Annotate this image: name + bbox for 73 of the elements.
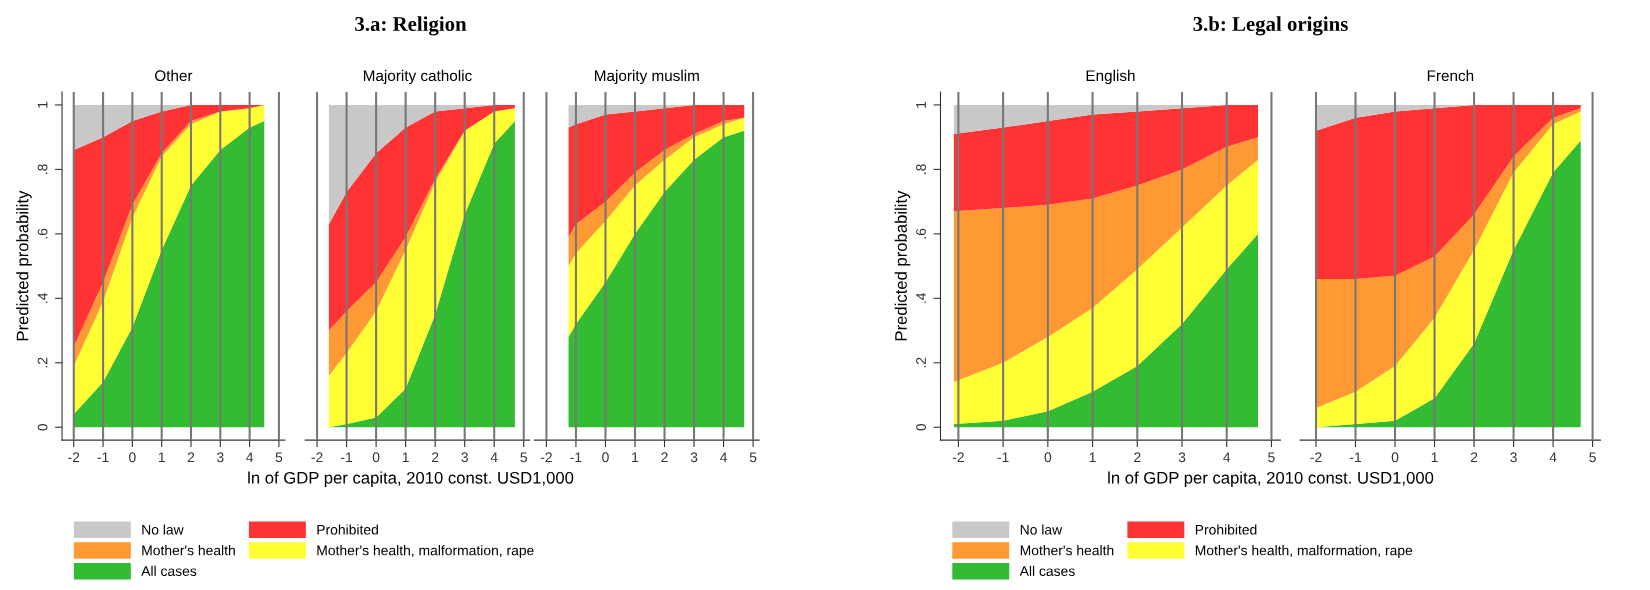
x-tick-label: -2	[952, 452, 964, 463]
legend-label: Mother's health, malformation, rape	[1195, 545, 1413, 559]
x-tick-label: 4	[1223, 452, 1231, 463]
x-tick-label: 5	[275, 452, 283, 463]
x-tick-label: -2	[68, 452, 80, 463]
chart-subtitle: Other	[155, 69, 193, 82]
x-tick-label: 5	[520, 452, 528, 463]
y-axis-title: Predicted probability	[894, 190, 911, 341]
y-tick-label: 0	[916, 423, 926, 431]
x-tick-label: -1	[341, 452, 353, 463]
x-tick-label: 0	[1044, 452, 1052, 463]
x-tick-label: -2	[311, 452, 323, 463]
legend-label: Prohibited	[1195, 524, 1257, 535]
x-tick-label: -1	[997, 452, 1009, 463]
x-tick-label: 3	[1178, 452, 1186, 463]
x-tick-label: -2	[540, 452, 552, 463]
x-tick-label: 2	[432, 452, 439, 463]
y-tick-label: 1	[37, 101, 48, 108]
x-tick-label: 1	[158, 452, 165, 463]
x-tick-label: 5	[1268, 452, 1275, 463]
x-tick-label: -1	[1349, 452, 1362, 463]
legend-label: No law	[1020, 524, 1063, 535]
x-tick-label: 0	[1391, 452, 1399, 463]
legend-label: Mother's health, malformation, rape	[317, 545, 534, 559]
x-tick-label: -1	[570, 452, 582, 463]
chart-title: 3.a: Religion	[355, 16, 467, 36]
x-tick-label: 3	[461, 452, 468, 463]
y-tick-label: .8	[916, 164, 926, 174]
x-tick-label: 3	[216, 452, 224, 463]
y-tick-label: .4	[916, 292, 926, 303]
y-tick-label: 0	[37, 423, 48, 431]
x-tick-label: 2	[661, 452, 668, 463]
x-tick-label: 5	[749, 452, 757, 463]
x-tick-label: 5	[1589, 452, 1596, 463]
x-tick-label: -2	[1310, 452, 1322, 463]
y-tick-label: .6	[37, 228, 48, 239]
x-tick-label: 4	[1549, 452, 1557, 463]
legend-label: Mother's health	[1020, 545, 1114, 556]
x-tick-label: 4	[720, 452, 728, 463]
y-tick-label: 1	[916, 101, 926, 108]
chart-title: 3.b: Legal origins	[1193, 16, 1348, 36]
x-tick-label: 1	[632, 452, 639, 463]
x-tick-label: 1	[1431, 452, 1438, 463]
x-tick-label: 0	[129, 452, 136, 463]
y-tick-label: .6	[916, 228, 926, 239]
x-tick-label: 2	[1134, 452, 1141, 463]
legend-label: Prohibited	[317, 524, 378, 535]
chart-subtitle: English	[1086, 69, 1135, 85]
y-tick-label: .4	[37, 292, 48, 303]
x-tick-label: 2	[187, 452, 195, 463]
y-tick-label: .2	[37, 357, 48, 368]
legend-label: All cases	[141, 565, 197, 577]
x-tick-label: 0	[602, 452, 609, 463]
legend-label: All cases	[1019, 565, 1075, 577]
chart-subtitle: French	[1427, 69, 1474, 82]
chart-subtitle: Majority muslim	[595, 69, 699, 85]
x-tick-label: 3	[690, 452, 698, 463]
x-axis-title: ln of GDP per capita, 2010 const. USD1,000	[248, 471, 574, 488]
x-tick-label: 1	[402, 452, 409, 463]
legend-label: Mother's health	[142, 545, 235, 556]
legend-label: No law	[142, 524, 184, 535]
x-tick-label: 4	[246, 452, 254, 463]
x-tick-label: 2	[1470, 452, 1478, 463]
y-axis-title: Predicted probability	[16, 190, 32, 341]
x-tick-label: 4	[490, 452, 498, 463]
y-tick-label: .8	[37, 164, 48, 174]
y-tick-label: .2	[916, 357, 926, 368]
x-tick-label: 1	[1089, 452, 1096, 463]
x-tick-label: -1	[97, 452, 109, 463]
x-tick-label: 0	[372, 452, 380, 463]
x-tick-label: 3	[1510, 452, 1517, 463]
chart-subtitle: Majority catholic	[363, 69, 472, 85]
x-axis-title: ln of GDP per capita, 2010 const. USD1,000	[1108, 471, 1434, 488]
